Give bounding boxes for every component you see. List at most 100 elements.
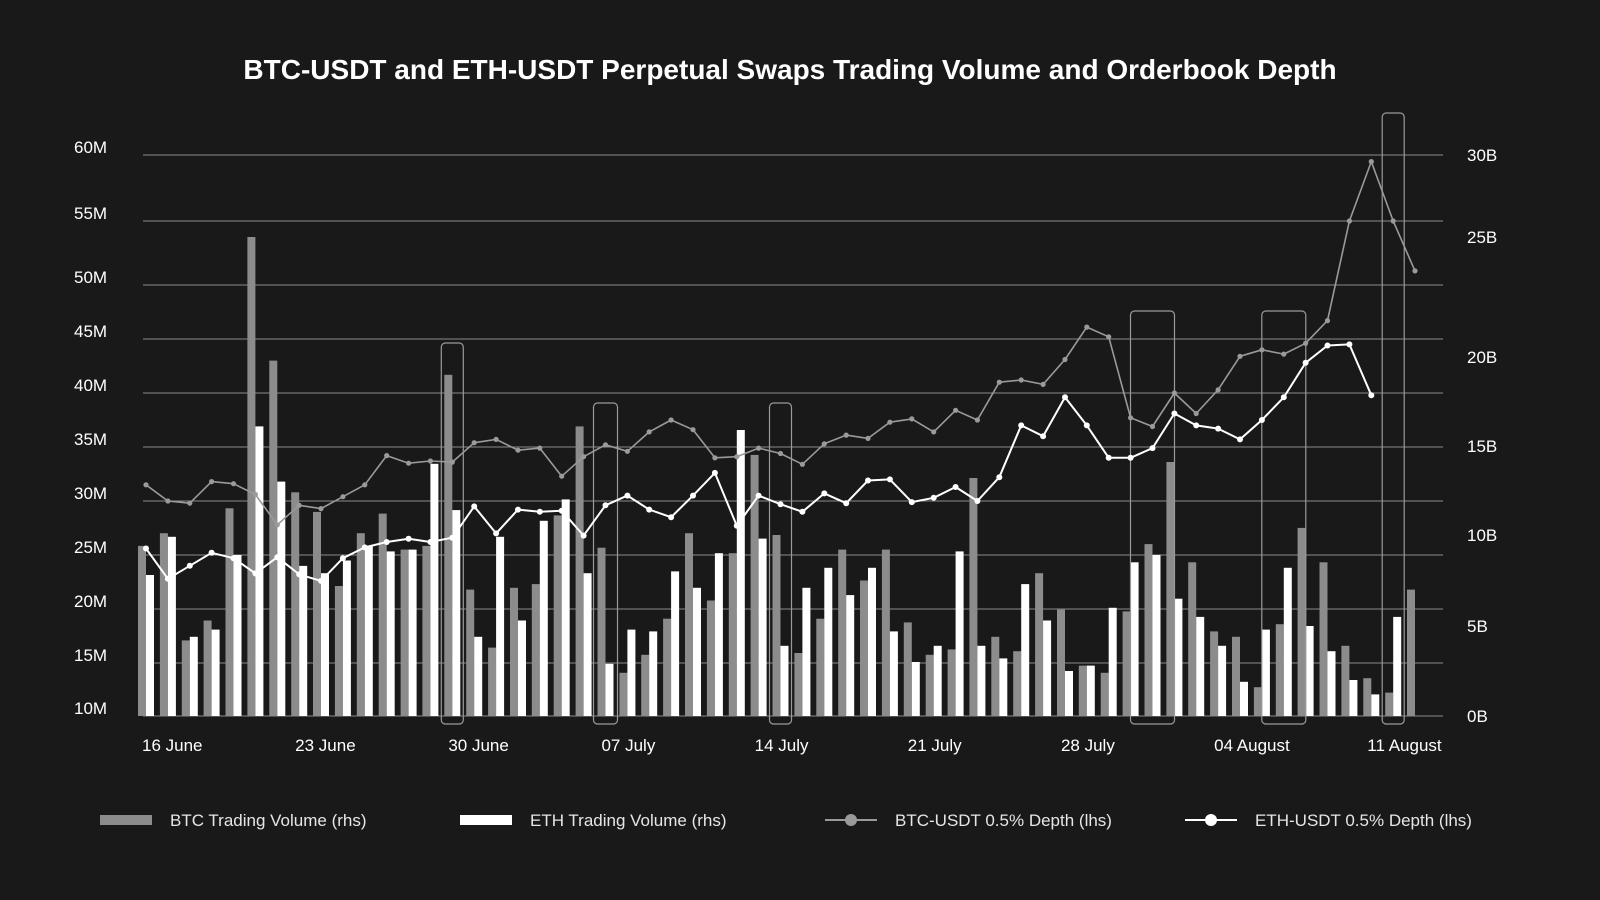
eth-volume-bar <box>605 663 614 716</box>
eth-volume-bar <box>211 629 220 716</box>
btc-volume-bar <box>728 553 737 716</box>
btc-depth-point <box>318 506 324 512</box>
x-tick-label: 23 June <box>295 736 356 755</box>
btc-volume-bar <box>138 545 146 716</box>
legend-item[interactable]: ETH Trading Volume (rhs) <box>460 811 727 830</box>
btc-depth-point <box>1062 356 1068 363</box>
eth-volume-bar <box>1086 665 1095 716</box>
right-tick-label: 25B <box>1467 228 1497 247</box>
btc-depth-point <box>931 429 937 435</box>
eth-depth-point <box>1237 436 1243 443</box>
eth-depth-point <box>1083 422 1090 429</box>
btc-depth-point <box>1171 390 1177 396</box>
btc-depth-point <box>406 460 412 466</box>
eth-volume-bar <box>299 565 308 716</box>
btc-volume-bar <box>903 622 912 716</box>
btc-volume-bar <box>816 618 825 716</box>
btc-volume-bar <box>422 545 431 716</box>
eth-depth-point <box>843 500 850 507</box>
legend-swatch <box>460 815 512 825</box>
eth-depth-point <box>1127 454 1134 461</box>
btc-depth-point <box>1106 334 1112 340</box>
btc-depth-point <box>515 447 521 453</box>
eth-depth-point <box>690 492 696 499</box>
eth-depth-point <box>318 577 324 584</box>
eth-volume-bar <box>1152 555 1161 716</box>
eth-depth-point <box>1302 359 1309 366</box>
btc-depth-point <box>427 458 433 464</box>
btc-volume-bar <box>531 584 540 716</box>
eth-depth-point <box>646 506 653 513</box>
right-tick-label: 10B <box>1467 526 1497 545</box>
btc-volume-bar <box>685 533 693 716</box>
eth-volume-bar <box>518 620 526 716</box>
volume-bars <box>138 237 1415 716</box>
btc-depth-point <box>646 429 652 435</box>
eth-volume-bar <box>1065 671 1073 716</box>
btc-depth-point <box>340 494 346 500</box>
btc-depth-point <box>449 459 455 465</box>
eth-depth-point <box>558 507 565 514</box>
left-tick-label: 35M <box>74 430 107 449</box>
legend-item[interactable]: ETH-USDT 0.5% Depth (lhs) <box>1185 811 1472 830</box>
eth-volume-bar <box>955 551 964 716</box>
btc-volume-bar <box>1188 562 1197 716</box>
legend[interactable]: BTC Trading Volume (rhs) ETH Trading Volu… <box>100 811 1472 830</box>
btc-depth-point <box>777 450 784 457</box>
right-tick-label: 20B <box>1467 348 1497 367</box>
btc-volume-bar <box>663 618 672 716</box>
eth-volume-bar <box>911 662 920 716</box>
btc-volume-bar <box>466 589 475 716</box>
btc-volume-bar <box>881 549 890 716</box>
btc-volume-bar <box>203 620 212 716</box>
btc-depth-point <box>384 453 390 459</box>
btc-depth-point <box>1215 387 1221 393</box>
legend-item[interactable]: BTC Trading Volume (rhs) <box>100 811 367 830</box>
btc-depth-point <box>1303 340 1309 346</box>
btc-volume-bar <box>1122 611 1131 716</box>
highlight-box <box>592 402 619 725</box>
btc-volume-bar <box>1407 589 1415 716</box>
right-tick-label: 30B <box>1467 146 1497 165</box>
left-tick-label: 50M <box>74 268 107 287</box>
btc-volume-bar <box>947 649 956 716</box>
eth-depth-point <box>974 498 981 504</box>
eth-volume-bar <box>1174 598 1183 716</box>
x-tick-label: 28 July <box>1061 736 1115 755</box>
btc-depth-point <box>252 491 258 498</box>
legend-label: BTC Trading Volume (rhs) <box>170 811 367 830</box>
btc-volume-bar <box>1166 462 1175 716</box>
btc-volume-bar <box>575 426 584 716</box>
legend-item[interactable]: BTC-USDT 0.5% Depth (lhs) <box>825 811 1112 830</box>
btc-volume-bar <box>838 549 847 716</box>
eth-depth-point <box>602 502 609 509</box>
btc-volume-bar <box>1319 562 1328 716</box>
eth-depth-point <box>208 549 215 556</box>
x-tick-label: 30 June <box>448 736 509 755</box>
btc-depth-point <box>1149 423 1156 430</box>
eth-volume-bar <box>1021 584 1030 716</box>
btc-volume-bar <box>291 492 300 716</box>
btc-volume-bar <box>444 374 453 716</box>
eth-volume-bar <box>824 567 833 716</box>
eth-volume-bar <box>1196 616 1205 716</box>
btc-depth-point <box>1040 381 1046 387</box>
btc-volume-bar <box>1297 527 1306 716</box>
eth-volume-bar <box>496 536 505 716</box>
eth-volume-bar <box>1327 651 1336 716</box>
btc-volume-bar <box>1253 687 1262 716</box>
btc-depth-point <box>1390 218 1396 224</box>
legend-label: ETH Trading Volume (rhs) <box>530 811 727 830</box>
btc-volume-bar <box>860 580 868 716</box>
eth-volume-bar <box>561 499 570 716</box>
highlight-box <box>1129 310 1176 725</box>
eth-volume-bar <box>452 510 461 716</box>
eth-volume-bar <box>146 575 154 716</box>
btc-depth-point <box>1259 347 1265 353</box>
btc-volume-bar <box>1210 631 1219 716</box>
btc-volume-bar <box>313 511 321 716</box>
eth-depth-point <box>821 490 828 497</box>
eth-depth-point <box>296 571 303 578</box>
btc-volume-bar <box>597 547 606 716</box>
